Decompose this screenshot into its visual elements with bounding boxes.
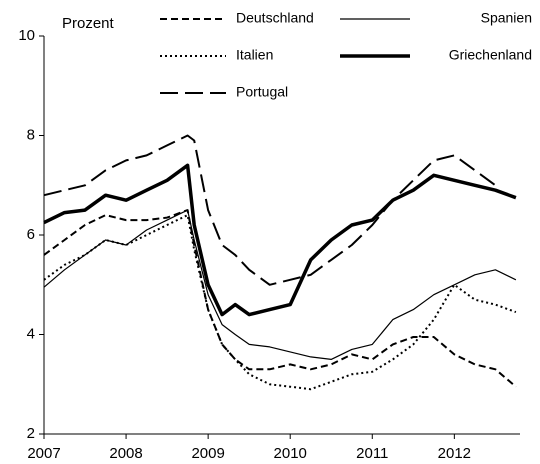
y-tick-label: 8 xyxy=(27,126,35,143)
y-tick-label: 6 xyxy=(27,226,35,243)
x-tick-label: 2011 xyxy=(356,445,388,462)
legend-label: Deutschland xyxy=(236,10,314,26)
legend-label: Griechenland xyxy=(449,47,532,63)
y-tick-label: 10 xyxy=(18,27,35,44)
series-line xyxy=(43,134,496,286)
y-axis-label: Prozent xyxy=(62,15,115,32)
x-tick-label: 2008 xyxy=(109,445,142,462)
y-tick-label: 2 xyxy=(27,425,35,442)
x-tick-label: 2010 xyxy=(274,445,307,462)
x-tick-label: 2009 xyxy=(191,445,224,462)
legend-label: Italien xyxy=(236,47,273,63)
x-tick-label: 2007 xyxy=(27,445,60,462)
series-line xyxy=(43,209,517,360)
series-line xyxy=(43,209,517,388)
legend-label: Portugal xyxy=(236,84,288,100)
series-line xyxy=(43,163,517,317)
y-tick-label: 4 xyxy=(27,325,35,342)
legend-label: Spanien xyxy=(481,10,532,26)
x-tick-label: 2012 xyxy=(438,445,471,462)
series-line xyxy=(43,214,517,391)
